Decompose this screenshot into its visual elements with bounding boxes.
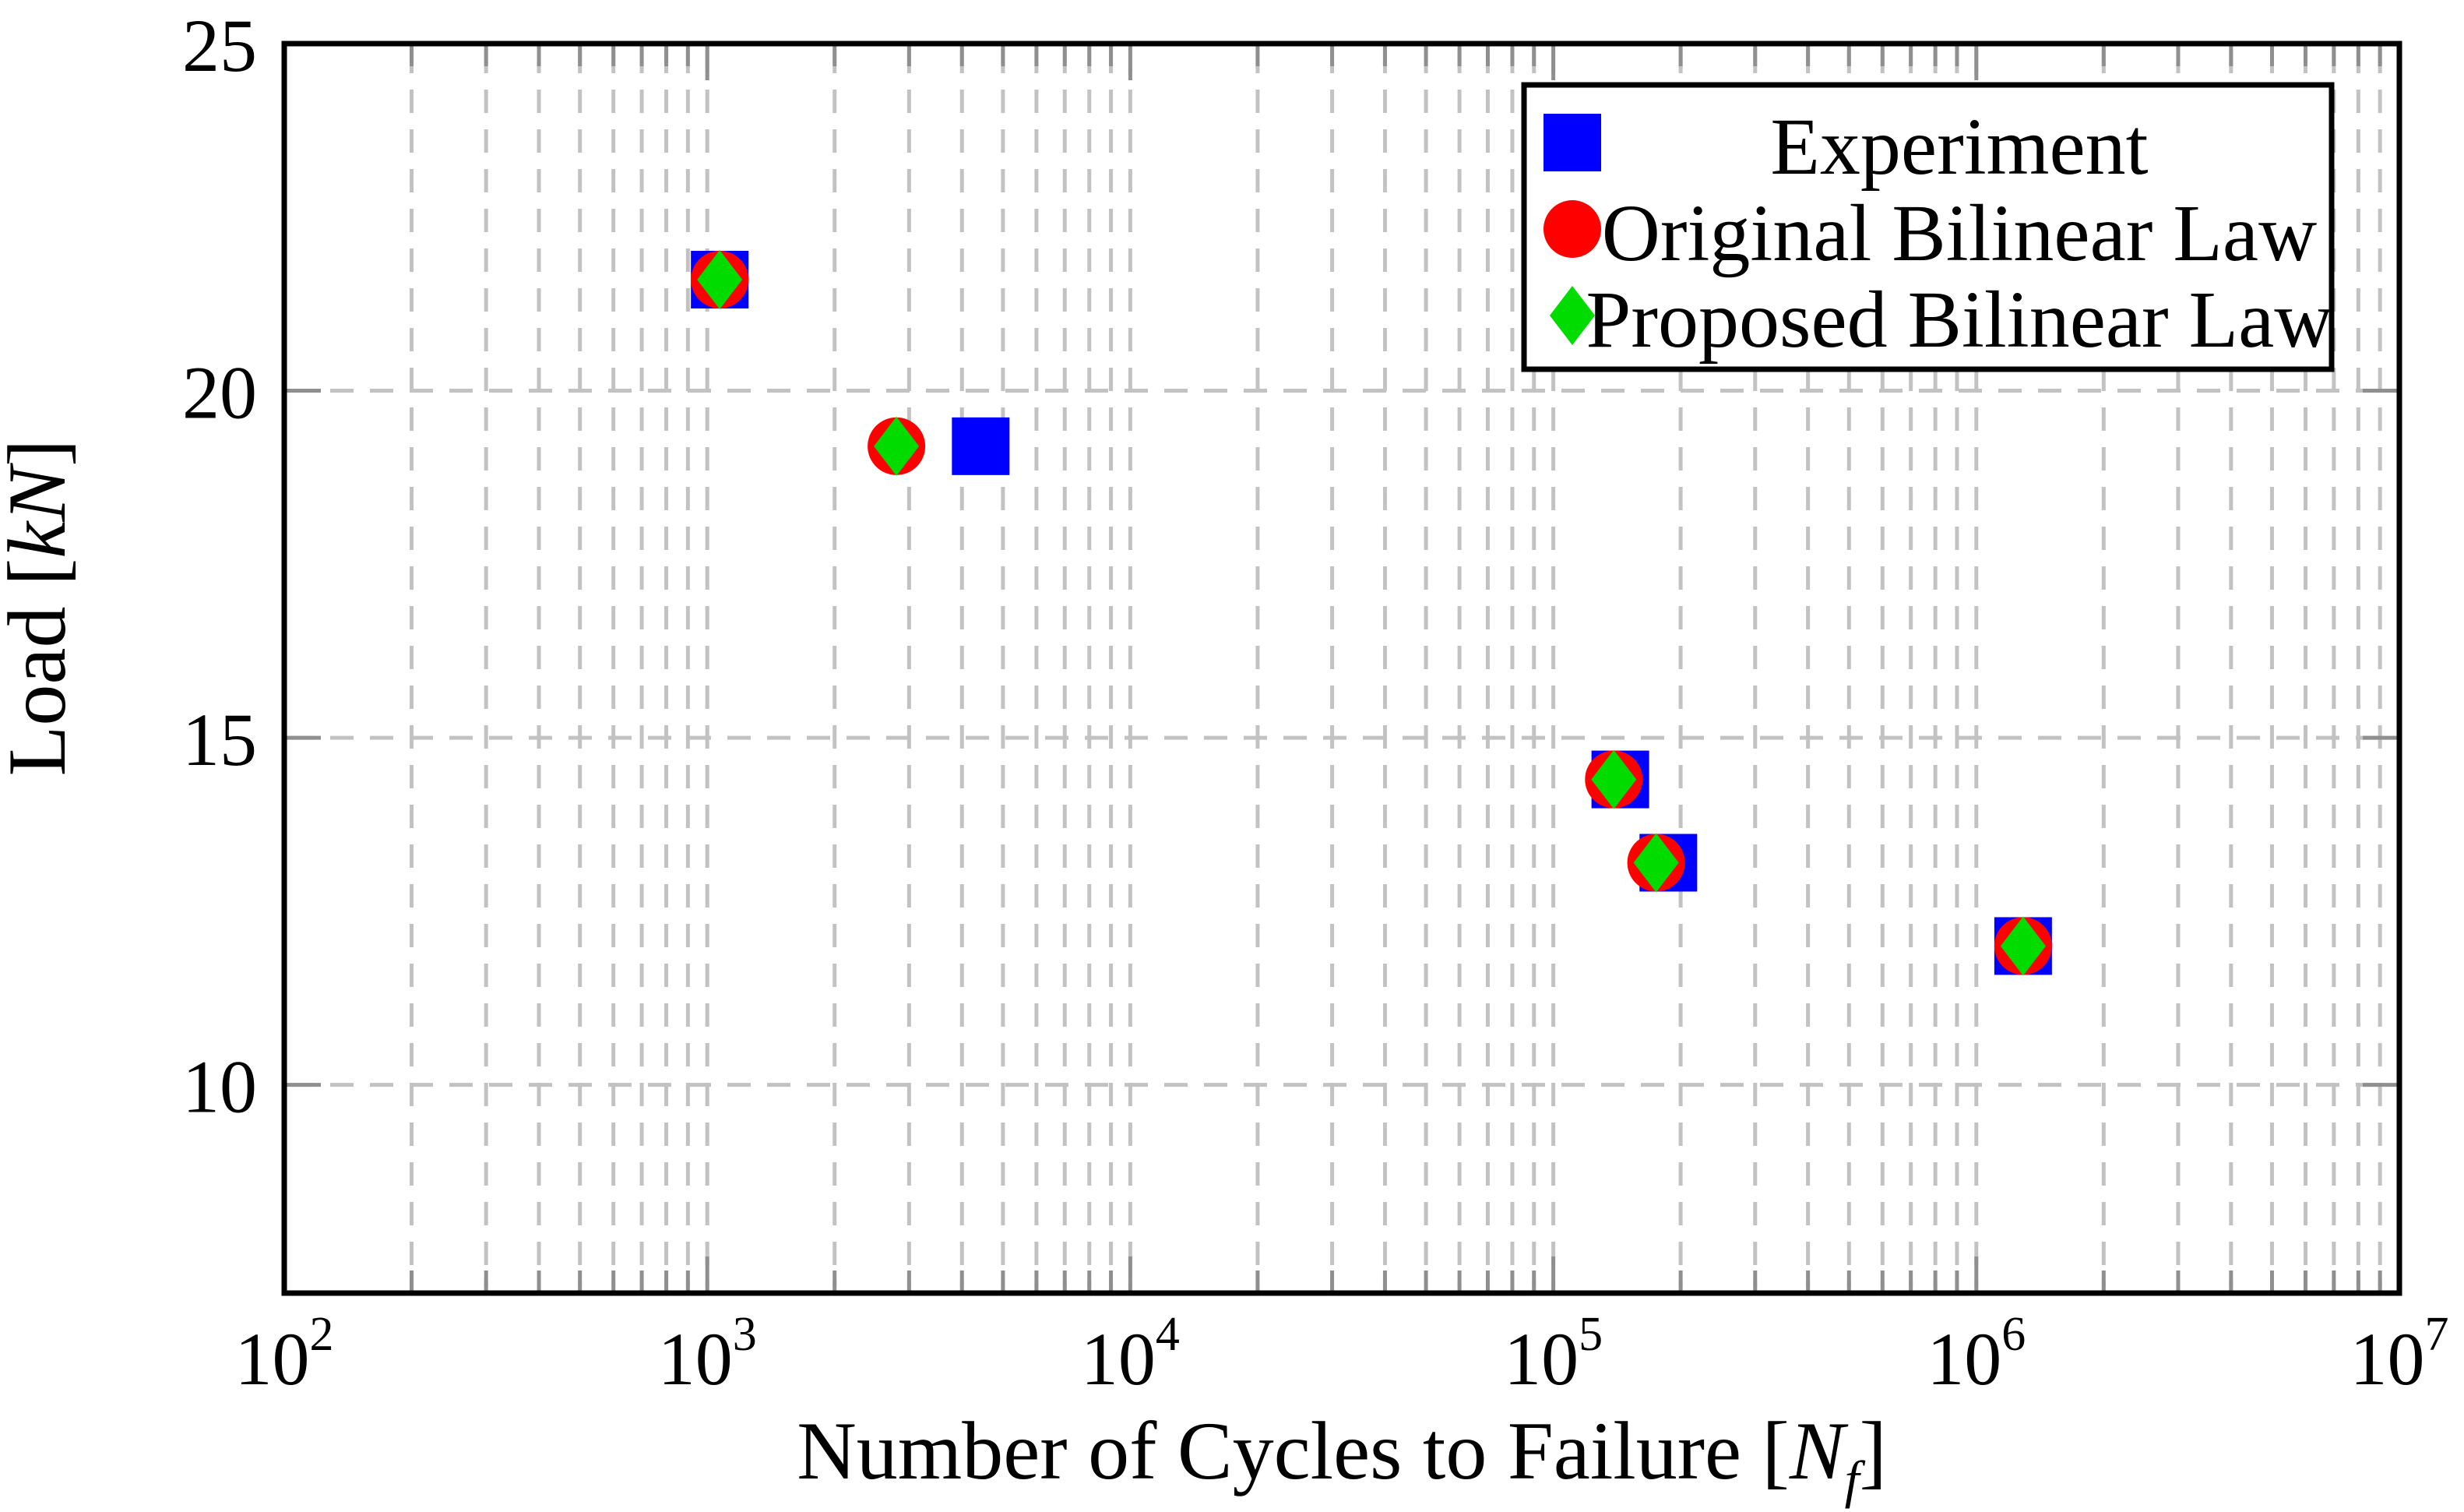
x-axis-label-part: ] — [1859, 1405, 1886, 1496]
legend-circle-marker — [1544, 200, 1601, 258]
x-tick-exponent: 5 — [1579, 1308, 1603, 1361]
x-tick-label: 106 — [1927, 1308, 2026, 1401]
y-tick-label: 15 — [182, 698, 257, 781]
data-markers — [691, 249, 2052, 976]
x-tick-exponent: 2 — [310, 1308, 334, 1361]
square-marker — [952, 417, 1010, 475]
x-tick-base: 10 — [658, 1317, 733, 1401]
x-tick-base: 10 — [1081, 1317, 1156, 1401]
legend-label: Original Bilinear Law — [1602, 189, 2317, 278]
diamond-marker — [1633, 833, 1679, 893]
x-tick-base: 10 — [235, 1317, 310, 1401]
axis-labels: Number of Cycles to Failure [Nf] Load [kN… — [0, 439, 1887, 1509]
x-tick-exponent: 3 — [733, 1308, 757, 1361]
x-tick-exponent: 7 — [2425, 1308, 2449, 1361]
diamond-marker — [697, 249, 743, 309]
y-axis-label: Load [kN] — [0, 439, 83, 777]
series-diamond — [697, 249, 2046, 976]
legend-label: Proposed Bilinear Law — [1586, 275, 2333, 365]
x-tick-label: 103 — [658, 1308, 757, 1401]
x-tick-label: 105 — [1504, 1308, 1603, 1401]
x-axis-label-part: Number of Cycles to Failure [ — [797, 1405, 1790, 1496]
legend-diamond-marker — [1550, 286, 1595, 345]
plot-border — [281, 41, 2402, 1296]
y-axis-label-part: kN — [0, 463, 83, 559]
plot-frame — [281, 41, 2402, 1296]
y-tick-label: 20 — [182, 351, 257, 435]
x-tick-exponent: 4 — [1156, 1308, 1180, 1361]
x-tick-label: 102 — [235, 1308, 334, 1401]
y-tick-label: 25 — [182, 4, 257, 87]
y-tick-labels: 25 20 15 10 — [182, 4, 257, 1129]
y-axis-label-part: ] — [0, 439, 83, 467]
legend-label: Experiment — [1770, 102, 2148, 192]
legend-item: Experiment — [1544, 102, 2149, 192]
x-tick-label: 107 — [2350, 1308, 2449, 1401]
legend-box — [1521, 82, 2335, 372]
x-tick-base: 10 — [1504, 1317, 1579, 1401]
x-tick-base: 10 — [1927, 1317, 2001, 1401]
x-axis-label: Number of Cycles to Failure [Nf] — [797, 1405, 1887, 1509]
diamond-marker — [1591, 749, 1637, 809]
legend-item: Original Bilinear Law — [1544, 189, 2317, 278]
legend-square-marker — [1544, 114, 1601, 171]
x-tick-labels: 102 103 104 105 106 107 — [235, 1308, 2449, 1401]
x-axis-label-part: N — [1789, 1405, 1849, 1496]
y-tick-label: 10 — [182, 1045, 257, 1129]
y-axis-label-part: Load [ — [0, 559, 83, 777]
diamond-marker — [874, 416, 920, 476]
x-tick-exponent: 6 — [2001, 1308, 2026, 1361]
x-tick-base: 10 — [2350, 1317, 2425, 1401]
diamond-marker — [2000, 916, 2046, 976]
x-tick-label: 104 — [1081, 1308, 1180, 1401]
legend-item: Proposed Bilinear Law — [1550, 275, 2332, 365]
